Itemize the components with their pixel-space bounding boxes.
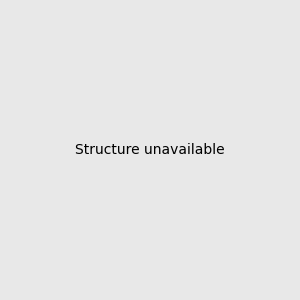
Text: Structure unavailable: Structure unavailable — [75, 143, 225, 157]
